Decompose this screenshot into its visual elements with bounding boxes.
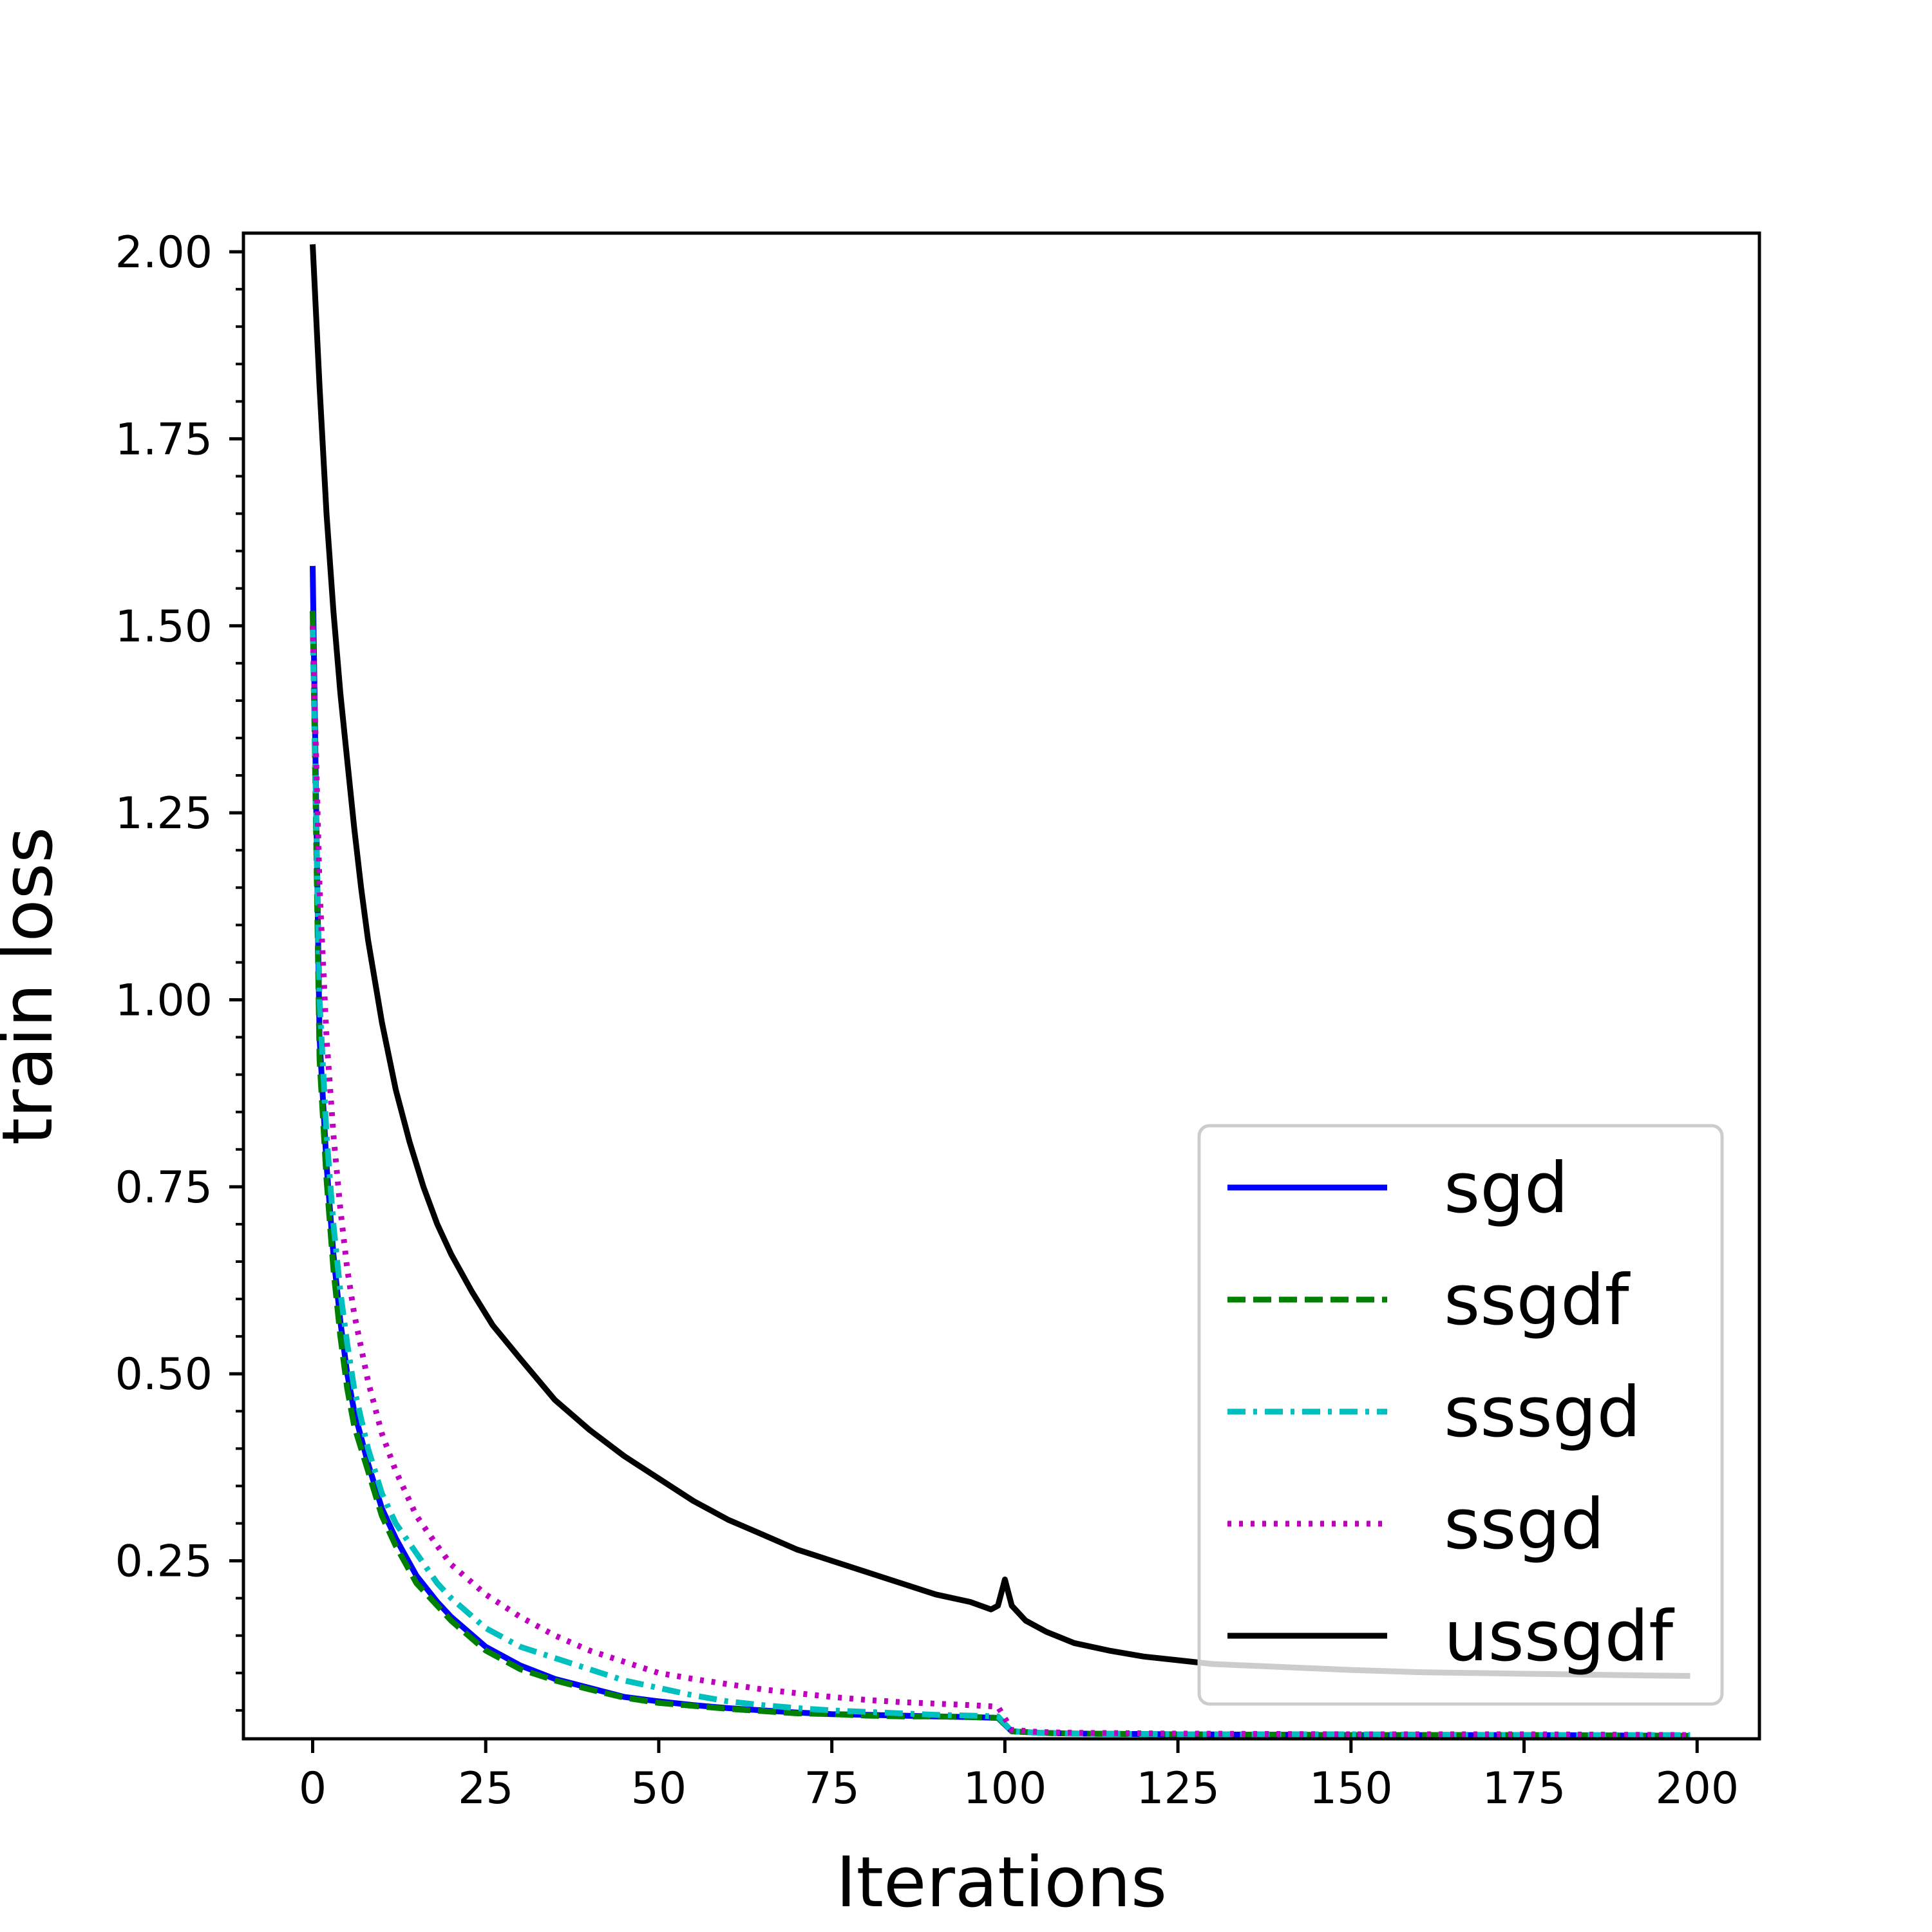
legend-box (1197, 1124, 1724, 1706)
x-tick-label: 100 (963, 1763, 1046, 1814)
x-tick-label: 75 (804, 1763, 860, 1814)
series-layer (310, 244, 1690, 1739)
x-axis-label: Iterations (836, 1842, 1167, 1923)
y-axis-label: train loss (0, 827, 68, 1145)
y-tick-label: 2.00 (115, 227, 213, 278)
legend-label-ussgdf: ussgdf (1444, 1596, 1675, 1677)
y-tick-label: 0.50 (115, 1349, 213, 1400)
x-tick-label: 150 (1309, 1763, 1393, 1814)
x-tick-label: 175 (1482, 1763, 1566, 1814)
series-line-sssgd (310, 625, 1690, 1738)
x-tick-label: 0 (299, 1763, 327, 1814)
y-tick-label: 1.75 (115, 414, 213, 465)
legend: sgd ssgdf sssgd ssgd ussgdf (1197, 1124, 1724, 1706)
legend-label-sgd: sgd (1444, 1148, 1568, 1229)
legend-label-sssgd: sssgd (1444, 1372, 1641, 1453)
y-tick-label: 0.75 (115, 1162, 213, 1213)
legend-label-ssgd: ssgd (1444, 1484, 1605, 1565)
series-line-ussgdf (310, 244, 1690, 1679)
legend-label-ssgdf: ssgdf (1444, 1260, 1631, 1341)
y-axis: 0.25 0.50 0.75 1.00 1.25 1.50 1.75 2.00 (115, 227, 243, 1712)
y-tick-label: 0.25 (115, 1537, 213, 1587)
x-tick-label: 25 (458, 1763, 514, 1814)
y-tick-label: 1.25 (115, 788, 213, 839)
x-tick-label: 50 (631, 1763, 687, 1814)
plot-frame (242, 231, 1761, 1741)
x-tick-label: 200 (1655, 1763, 1739, 1814)
y-tick-label: 1.50 (115, 601, 213, 652)
y-tick-label: 1.00 (115, 975, 213, 1026)
x-axis: 0 25 50 75 100 125 150 175 200 (299, 1739, 1739, 1814)
x-tick-label: 125 (1136, 1763, 1220, 1814)
